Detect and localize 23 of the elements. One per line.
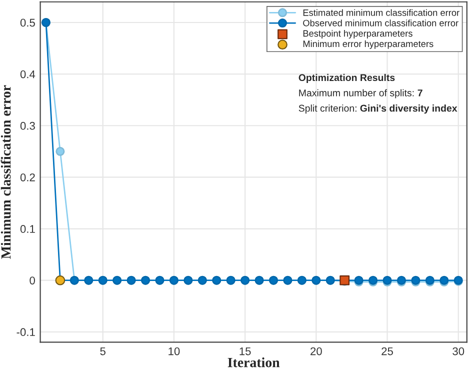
x-tick-label: 25 [382,347,393,356]
y-tick-label: 0.3 [20,122,35,130]
x-tick-label: 20 [310,347,322,356]
annotation: Maximum number of splits: 7 [299,89,422,98]
point [56,146,65,156]
annotation: Optimization Results [298,74,395,83]
x-axis-title: Iteration [228,357,280,368]
y-tick-label: 0.2 [20,173,35,182]
x-tick-label: 30 [452,347,464,356]
x-tick-label: 5 [100,347,106,356]
legend-label: Observed minimum classification error [303,20,458,26]
legend-label: Bestpoint hyperparameters [303,30,412,39]
x-tick-label: 15 [240,347,251,356]
annotation: Split criterion: Gini's diversity index [298,104,458,114]
y-tick-label: 0.4 [20,70,36,78]
y-tick-label: 0.5 [20,18,35,27]
y-tick-label: 0 [30,276,35,284]
y-axis-title: Minimum classification error [0,85,11,259]
x-tick-label: 10 [168,347,180,356]
y-tick-label: -0.1 [16,328,35,336]
legend-label: Estimated minimum classification error [303,9,460,16]
legend-label: Minimum error hyperparameters [303,40,434,49]
y-tick-label: 0.1 [20,225,35,233]
